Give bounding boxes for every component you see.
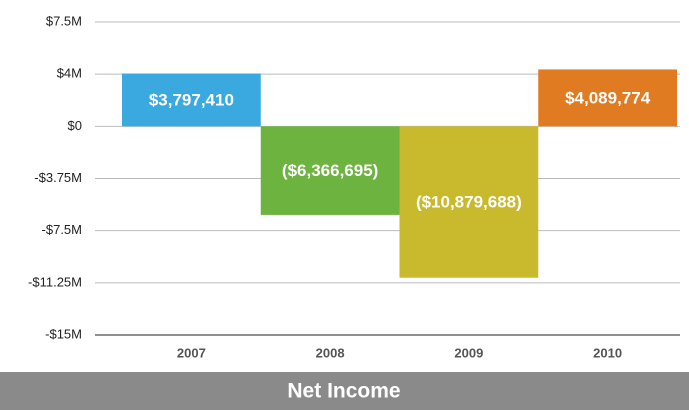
y-tick-label: $7.5M (46, 13, 82, 28)
data-label: ($10,879,688) (416, 192, 522, 211)
x-tick-label: 2010 (593, 345, 622, 360)
y-tick-label: -$7.5M (42, 222, 82, 237)
title-bar (0, 372, 689, 410)
y-tick-label: -$3.75M (34, 170, 82, 185)
data-label: $4,089,774 (565, 88, 651, 107)
chart-title: Net Income (287, 380, 400, 403)
x-tick-label: 2008 (316, 345, 345, 360)
y-tick-label: $0 (68, 118, 82, 133)
bar (260, 126, 400, 215)
y-tick-label: $4M (57, 66, 82, 81)
bar (538, 69, 677, 127)
bar (122, 73, 261, 127)
y-tick-label: -$11.25M (28, 274, 82, 289)
y-tick-label: -$15M (45, 326, 82, 341)
data-label: ($6,366,695) (282, 161, 378, 180)
data-label: $3,797,410 (149, 90, 234, 109)
x-tick-label: 2007 (177, 345, 206, 360)
bar (399, 126, 539, 278)
x-tick-label: 2009 (454, 345, 483, 360)
